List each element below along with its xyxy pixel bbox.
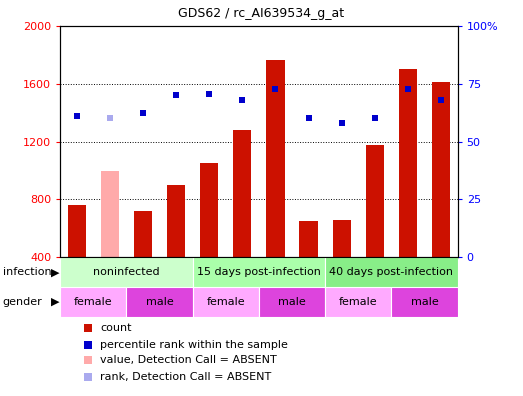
Bar xyxy=(399,69,417,257)
Text: GDS62 / rc_AI639534_g_at: GDS62 / rc_AI639534_g_at xyxy=(178,7,345,20)
Text: 15 days post-infection: 15 days post-infection xyxy=(197,267,321,277)
Bar xyxy=(259,287,325,317)
Text: count: count xyxy=(100,323,131,333)
Text: female: female xyxy=(339,297,378,307)
Text: ▶: ▶ xyxy=(51,267,59,277)
Bar xyxy=(325,287,391,317)
Text: percentile rank within the sample: percentile rank within the sample xyxy=(100,340,288,350)
Bar xyxy=(192,257,325,287)
Text: gender: gender xyxy=(3,297,42,307)
Bar xyxy=(200,163,218,257)
Bar xyxy=(391,287,458,317)
Bar xyxy=(266,61,285,257)
Text: male: male xyxy=(278,297,306,307)
Text: ▶: ▶ xyxy=(51,297,59,307)
Bar xyxy=(60,257,192,287)
Bar xyxy=(127,287,192,317)
Text: noninfected: noninfected xyxy=(93,267,160,277)
Bar xyxy=(300,221,317,257)
Text: male: male xyxy=(145,297,174,307)
Bar xyxy=(67,205,86,257)
Bar xyxy=(192,287,259,317)
Text: rank, Detection Call = ABSENT: rank, Detection Call = ABSENT xyxy=(100,372,271,382)
Bar xyxy=(101,171,119,257)
Text: female: female xyxy=(207,297,245,307)
Bar xyxy=(333,220,351,257)
Text: 40 days post-infection: 40 days post-infection xyxy=(329,267,453,277)
Bar xyxy=(366,145,384,257)
Text: female: female xyxy=(74,297,112,307)
Text: value, Detection Call = ABSENT: value, Detection Call = ABSENT xyxy=(100,356,277,366)
Bar xyxy=(167,185,185,257)
Text: infection: infection xyxy=(3,267,51,277)
Bar xyxy=(134,211,152,257)
Text: male: male xyxy=(411,297,438,307)
Bar xyxy=(432,82,450,257)
Bar xyxy=(60,287,127,317)
Bar xyxy=(325,257,458,287)
Bar xyxy=(233,130,252,257)
